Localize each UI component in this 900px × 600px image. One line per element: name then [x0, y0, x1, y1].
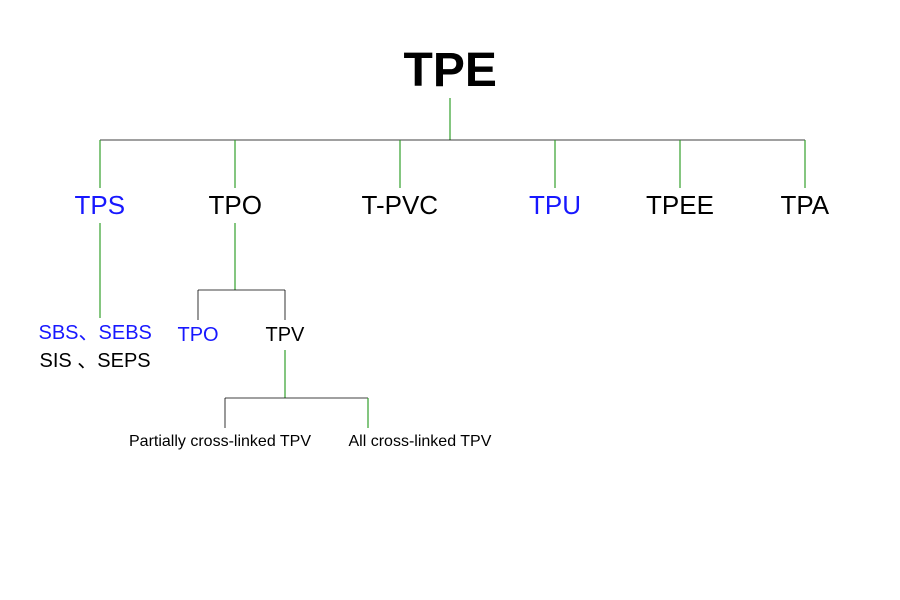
node-tpo: TPO — [209, 190, 262, 221]
node-tpo-child: TPO — [178, 324, 219, 347]
node-tps: TPS — [75, 190, 126, 221]
node-tpv-partial: Partially cross-linked TPV — [129, 433, 311, 451]
node-root: TPE — [404, 43, 497, 98]
node-tps-leaf-1: SBS、SEBS — [39, 316, 152, 345]
diagram-canvas: TPE TPS TPO T-PVC TPU TPEE TPA SBS、SEBS … — [0, 0, 900, 600]
node-tps-leaf-2: SIS 、SEPS — [40, 344, 151, 373]
node-t-pvc: T-PVC — [362, 190, 439, 221]
node-tpu: TPU — [529, 190, 581, 221]
node-tpv: TPV — [266, 324, 305, 347]
node-tpee: TPEE — [646, 190, 714, 221]
node-tpv-all: All cross-linked TPV — [349, 433, 492, 451]
node-tpa: TPA — [781, 190, 830, 221]
